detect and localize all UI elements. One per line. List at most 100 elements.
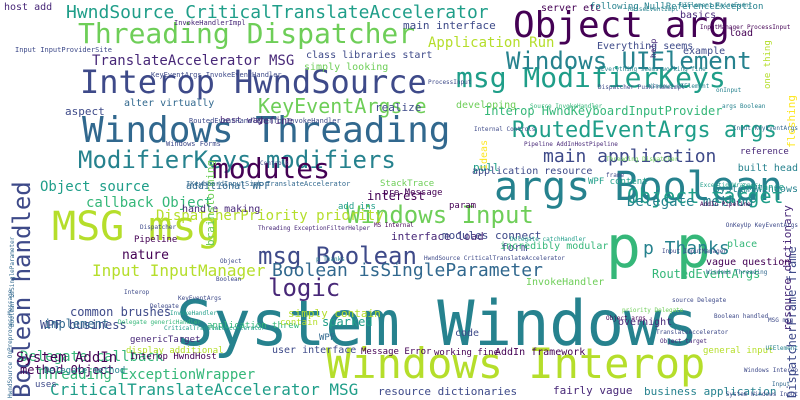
- word-cloud-word: basics: [680, 10, 717, 21]
- word-cloud-word: Threading Dispatcher: [606, 156, 679, 163]
- word-cloud-word: args Boolean: [494, 164, 783, 210]
- word-cloud-word: ProcessInput: [428, 79, 472, 86]
- word-cloud-word: RaiseEventImpl: [628, 6, 679, 13]
- word-cloud-word: working fine: [434, 348, 500, 358]
- word-cloud-word: CriticalTranslateAccelerator: [164, 325, 266, 332]
- word-cloud-word: Dispatcher PushFrameImpl: [598, 84, 685, 91]
- word-cloud-word: Windows Interop: [326, 339, 706, 388]
- word-cloud-word: general input: [703, 346, 774, 356]
- word-cloud-word: Boolean isSingleParameter: [9, 236, 16, 327]
- word-cloud-word: Boolean handled: [714, 313, 769, 320]
- word-cloud-word: help: [649, 38, 658, 59]
- word-cloud-word: Interop HwndHost: [130, 352, 217, 362]
- word-cloud-word: Windows UIElement: [506, 47, 752, 75]
- word-cloud-word: KeyEventArgs: [178, 295, 222, 302]
- word-cloud-word: application threw: [207, 321, 300, 331]
- word-cloud-word: Delegate genericHandler: [118, 319, 202, 326]
- word-cloud-word: aspect: [65, 105, 105, 118]
- word-cloud-word: Pipeline: [134, 235, 178, 245]
- word-cloud-word: Controls: [260, 160, 289, 167]
- word-cloud-word: fairly vague: [553, 384, 633, 397]
- word-cloud-word: Delegate callback: [20, 349, 164, 365]
- word-cloud-word: load: [729, 28, 754, 39]
- word-cloud-word: interface load: [391, 230, 484, 243]
- word-cloud-word: priority Delegate: [622, 307, 684, 314]
- word-cloud-word: modules: [212, 152, 331, 185]
- word-cloud-word: sparked: [322, 315, 373, 329]
- word-cloud-word: example: [683, 46, 726, 57]
- word-cloud-word: developing: [456, 100, 517, 111]
- word-cloud-word: Windows UIElement: [648, 83, 710, 90]
- word-cloud-word: Delegate method: [44, 366, 126, 376]
- word-cloud-word: Interop: [124, 289, 150, 296]
- word-cloud-word: place: [727, 239, 758, 250]
- word-cloud-word: UIElement: [765, 345, 798, 352]
- word-cloud-word: TranslateAccelerator MSG: [92, 53, 295, 69]
- word-cloud-word: InvokeHandlerImpl: [174, 19, 246, 27]
- word-cloud-word: Windows Threading: [82, 110, 451, 151]
- word-cloud-word: HwndSource CriticalTranslateAccelerator: [424, 255, 565, 262]
- word-cloud-word: modules connect: [442, 229, 542, 242]
- word-cloud-word: display additional: [126, 346, 224, 356]
- word-cloud-word: Message Error: [361, 347, 432, 357]
- word-cloud-word: Object target: [627, 184, 784, 208]
- word-cloud-word: fleshing: [785, 94, 798, 148]
- word-cloud-word: Application Run: [428, 35, 555, 51]
- word-cloud-word: realize: [375, 101, 422, 114]
- word-cloud-word: WPF business: [40, 318, 127, 332]
- word-cloud-word: WPF content: [588, 177, 648, 187]
- word-cloud-word: Windows Input: [346, 201, 534, 229]
- word-cloud-word: Delegate method: [627, 194, 754, 210]
- word-cloud-word: Delegate: [150, 303, 179, 310]
- word-cloud-word: Object args: [606, 315, 646, 322]
- word-cloud-word: Object source: [40, 179, 150, 195]
- word-cloud-word: CriticalTranslateAccelerator MSG: [50, 380, 359, 399]
- word-cloud-word: MS Internal: [374, 222, 414, 229]
- word-cloud-word: Threading ExceptionFilterHelper: [258, 225, 370, 232]
- word-cloud-word: main interface: [403, 19, 496, 32]
- word-cloud-word: args Boolean: [722, 103, 766, 110]
- word-cloud-word: Threading Dispatcher: [78, 17, 416, 50]
- word-cloud-word: p p: [606, 213, 711, 281]
- word-cloud-word: WPF: [319, 333, 336, 343]
- word-cloud-word: following NullReferenceException: [590, 2, 764, 12]
- word-cloud-word: source Delegate: [672, 297, 727, 304]
- word-cloud-word: instance: [741, 183, 785, 193]
- word-cloud-word: Everything seems: [597, 41, 694, 52]
- word-cloud-word: msg ModifierKeys: [456, 61, 726, 94]
- word-cloud-word: ExceptionWrapper: [700, 182, 758, 189]
- word-cloud-word: one thing: [763, 39, 773, 89]
- word-cloud-word: brainstorming: [204, 159, 217, 246]
- word-cloud-word: business application: [644, 385, 777, 398]
- word-cloud-word: msg Boolean: [258, 242, 417, 270]
- word-cloud-word: genericTarget: [130, 335, 201, 345]
- word-cloud-word: callback Object: [86, 195, 213, 211]
- word-cloud-word: Boolean: [216, 276, 242, 283]
- word-cloud-word: Input: [772, 381, 791, 388]
- word-cloud-word: p Thanks: [643, 238, 730, 259]
- word-cloud-word: define: [257, 116, 294, 127]
- word-cloud-word: implement: [44, 317, 110, 331]
- word-cloud-word: add ins: [338, 202, 376, 212]
- word-cloud-word: Everything seems working fine: [601, 66, 706, 73]
- word-cloud-word: System Windows: [176, 287, 699, 360]
- word-cloud-word: Windows Threading: [706, 269, 768, 276]
- word-cloud-word: InvokeHandler: [526, 277, 605, 288]
- word-cloud-word: Object: [220, 258, 242, 265]
- word-cloud-word: Interop HwndSource: [80, 63, 427, 101]
- word-cloud-word: System AddIn: [16, 350, 118, 366]
- word-cloud-word: handle making: [182, 204, 261, 215]
- word-cloud-word: KeyEventArgs InvokeEventHandler: [151, 71, 282, 79]
- word-cloud-word: Dispatcher: [140, 224, 177, 231]
- word-cloud-word: contain: [280, 318, 318, 328]
- word-cloud-word: HwndSource CriticalTranslateAccelerator: [66, 2, 489, 23]
- word-cloud-word: main application: [543, 146, 717, 167]
- word-cloud-word: ideas: [479, 139, 490, 170]
- word-cloud-word: Boolean isSingleParameter: [272, 260, 543, 281]
- word-cloud-word: KeyEventArgs e: [258, 94, 427, 118]
- word-cloud-word: server etc: [541, 3, 602, 14]
- word-cloud-word: System Windows: [713, 184, 798, 195]
- word-cloud-word: uses: [35, 380, 57, 390]
- word-cloud-word: code: [455, 328, 480, 339]
